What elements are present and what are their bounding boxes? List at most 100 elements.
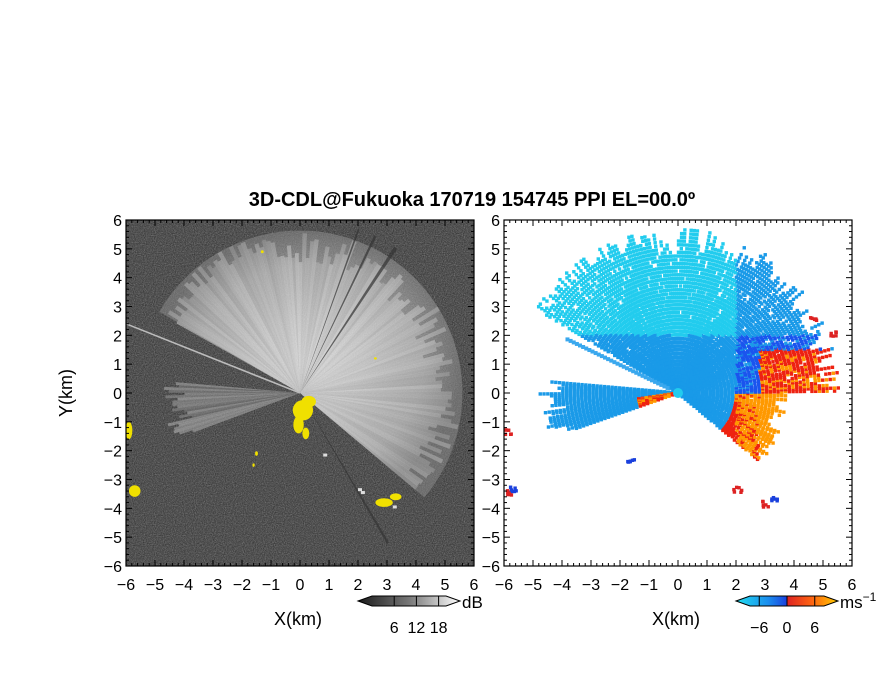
velocity-cell (743, 284, 747, 289)
velocity-cell (768, 362, 772, 367)
velocity-cell (654, 244, 658, 249)
velocity-cell (796, 332, 801, 337)
velocity-cell (672, 295, 677, 300)
velocity-cell (656, 297, 660, 302)
velocity-cell (773, 428, 777, 433)
velocity-cell (705, 257, 710, 261)
velocity-cell (812, 371, 816, 375)
velocity-cell (693, 244, 698, 248)
velocity-cell (763, 431, 768, 435)
velocity-cell (764, 290, 768, 295)
velocity-cell (817, 359, 822, 363)
velocity-cell (755, 293, 759, 297)
intensity-cluster (392, 505, 397, 509)
velocity-cell (657, 270, 662, 275)
velocity-cell (774, 348, 779, 352)
y-tick-label: 2 (113, 328, 122, 345)
velocity-cell (797, 343, 801, 348)
velocity-cell (761, 426, 766, 430)
velocity-cell (660, 296, 664, 301)
velocity-cell (665, 292, 669, 296)
velocity-cell (672, 284, 676, 288)
velocity-cell (725, 263, 730, 267)
velocity-cell (656, 259, 660, 263)
velocity-cell (764, 388, 769, 392)
velocity-cell (745, 277, 749, 281)
velocity-cell (798, 382, 803, 387)
velocity-cell (649, 283, 653, 288)
velocity-cell (791, 323, 796, 328)
velocity-cell (783, 383, 788, 388)
velocity-cell (748, 261, 752, 265)
velocity-cell (659, 244, 664, 248)
velocity-cell (719, 281, 723, 285)
velocity-cell (706, 265, 710, 269)
velocity-cell (641, 294, 645, 298)
velocity-cell (656, 278, 661, 282)
velocity-cell (768, 388, 773, 392)
velocity-cell (666, 262, 671, 266)
velocity-cell (743, 258, 747, 263)
velocity-cell (762, 275, 767, 279)
velocity-cell (708, 231, 712, 235)
velocity-cell (812, 352, 816, 356)
velocity-cell (773, 344, 777, 348)
velocity-cell (713, 247, 718, 252)
velocity-cell (751, 276, 756, 281)
velocity-cell (771, 408, 775, 412)
velocity-cell (760, 308, 765, 312)
velocity-cell (638, 279, 642, 283)
velocity-cell (805, 372, 809, 376)
velocity-cell (792, 365, 796, 369)
velocity-cell (708, 242, 713, 247)
intensity-blockage (300, 228, 360, 393)
velocity-cell (652, 290, 657, 295)
velocity-cell (780, 352, 785, 356)
velocity-cell (672, 280, 676, 285)
velocity-cell (792, 353, 797, 357)
velocity-cell (772, 363, 776, 368)
velocity-cell (702, 272, 706, 276)
velocity-cell (669, 269, 674, 273)
yellow-echo (373, 357, 377, 360)
velocity-cell (764, 286, 768, 290)
velocity-cell (644, 296, 648, 301)
velocity-cell (832, 389, 837, 393)
velocity-cell (674, 254, 678, 258)
velocity-cell (808, 353, 813, 357)
velocity-cell (717, 296, 721, 300)
velocity-cell (664, 288, 669, 293)
velocity-cell (730, 400, 734, 404)
velocity-cell (799, 339, 804, 344)
velocity-cell (642, 289, 646, 294)
velocity-cell (767, 432, 771, 437)
velocity-cell (794, 376, 798, 380)
velocity-cell (686, 265, 690, 270)
velocity-cell (785, 345, 790, 350)
velocity-cell (773, 299, 777, 303)
velocity-cell (651, 291, 655, 295)
velocity-cell (755, 270, 760, 274)
velocity-cell (780, 392, 784, 396)
velocity-cell (708, 297, 713, 301)
velocity-cell (774, 290, 779, 294)
velocity-cell (759, 259, 763, 263)
velocity-cell (780, 363, 784, 368)
velocity-cell (725, 271, 729, 275)
velocity-cell (643, 235, 647, 239)
velocity-cell (681, 261, 686, 266)
velocity-cell (809, 355, 813, 360)
velocity-cell (783, 362, 788, 367)
velocity-cell (731, 299, 736, 304)
velocity-cell (765, 292, 770, 296)
velocity-cell (665, 334, 669, 338)
velocity-cell (695, 232, 699, 237)
velocity-cell (791, 362, 796, 367)
velocity-cell (693, 285, 697, 290)
velocity-cell (804, 369, 809, 374)
velocity-cell (664, 269, 669, 274)
velocity-cell (640, 259, 644, 263)
velocity-cell (772, 393, 776, 398)
velocity-cell (766, 411, 771, 415)
velocity-cell (676, 280, 681, 284)
